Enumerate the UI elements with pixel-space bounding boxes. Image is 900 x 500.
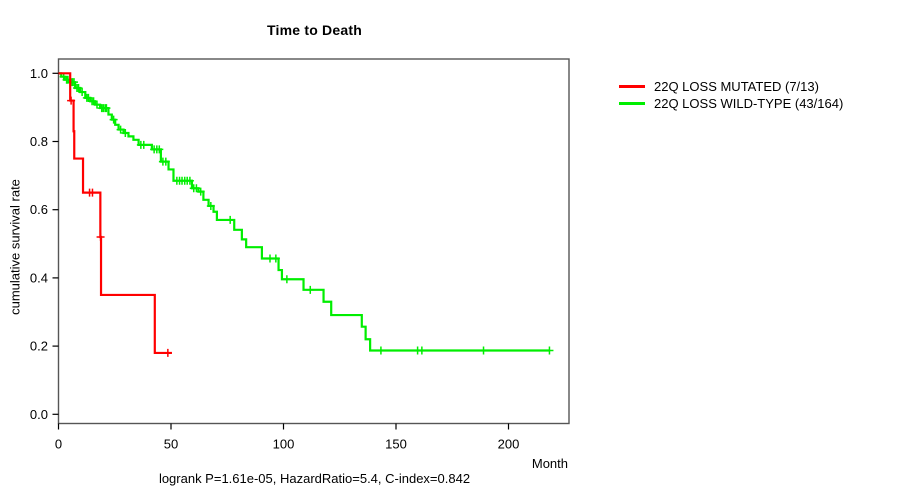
y-tick-label: 0.2	[30, 339, 48, 354]
x-tick-label: 0	[55, 437, 62, 452]
y-tick-label: 0.8	[30, 134, 48, 149]
survival-curve-wild-type	[58, 72, 551, 352]
y-tick-label: 0.4	[30, 270, 48, 285]
censor-marks-mutated	[67, 96, 172, 357]
x-tick-label: 50	[164, 437, 178, 452]
y-tick-label: 0.0	[30, 407, 48, 422]
stats-annotation: logrank P=1.61e-05, HazardRatio=5.4, C-i…	[158, 471, 471, 486]
legend: 22Q LOSS MUTATED (7/13) 22Q LOSS WILD-TY…	[619, 78, 843, 112]
plot-border	[57, 58, 570, 425]
legend-line-red-icon	[619, 85, 645, 88]
y-tick-label: 1.0	[30, 66, 48, 81]
legend-item-wild-type: 22Q LOSS WILD-TYPE (43/164)	[619, 95, 843, 112]
y-axis-title: cumulative survival rate	[7, 179, 23, 315]
x-tick-label: 100	[273, 437, 295, 452]
legend-label-mutated: 22Q LOSS MUTATED (7/13)	[654, 79, 819, 94]
legend-label-wild-type: 22Q LOSS WILD-TYPE (43/164)	[654, 96, 844, 111]
x-tick-label: 150	[385, 437, 407, 452]
x-axis-title: Month	[531, 456, 568, 471]
censor-marks-wild-type	[59, 72, 554, 355]
chart-title: Time to Death	[267, 22, 362, 38]
survival-curve-mutated	[58, 72, 172, 355]
legend-line-green-icon	[619, 102, 645, 105]
legend-item-mutated: 22Q LOSS MUTATED (7/13)	[619, 78, 843, 95]
y-tick-label: 0.6	[30, 202, 48, 217]
x-tick-label: 200	[498, 437, 520, 452]
